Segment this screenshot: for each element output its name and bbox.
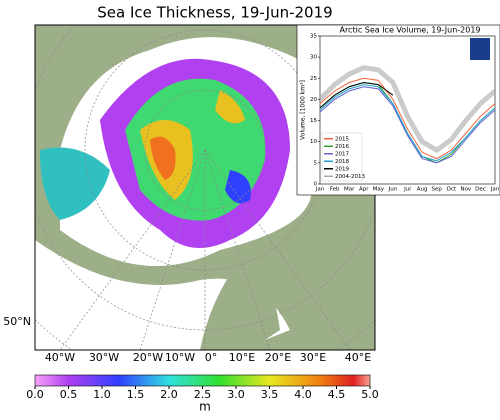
series-line [319,82,394,109]
y-tick-label: 30 [310,55,317,61]
lon-label: 40°E [345,351,371,364]
series-line [318,65,497,154]
title: Sea Ice Thickness, 19-Jun-2019 [97,4,332,22]
sea-ice [225,170,251,204]
colorbar-tick-label: 3.5 [261,388,279,401]
x-tick-label: Apr [359,187,369,193]
colorbar-tick-label: 3.0 [227,388,245,401]
x-tick-label: Jun [388,187,398,193]
legend-label: 2015 [335,136,349,142]
colorbar-label: m [199,400,211,414]
y-tick-label: 10 [310,139,317,145]
x-tick-label: Feb [330,187,340,193]
lon-label: 20°W [133,351,163,364]
x-tick-label: Jan [315,187,325,193]
colorbar-tick-label: 1.5 [127,388,145,401]
x-tick-label: May [373,187,385,193]
x-tick-label: Jul [403,187,411,193]
sea-ice [40,147,110,220]
y-tick-label: 25 [310,76,317,82]
land [200,260,280,350]
series-line [319,86,496,164]
lon-label: 10°W [165,351,195,364]
legend-label: 2016 [335,144,349,150]
colorbar-tick-label: 2.0 [160,388,178,401]
legend-box [321,132,363,182]
lat-label: 50°N [3,315,31,328]
colorbar-tick-label: 0.0 [26,388,44,401]
legend-label: 2019 [335,166,349,172]
lon-label: 0° [205,351,218,364]
lon-label: 30°W [89,351,119,364]
y-tick-label: 15 [310,118,317,124]
lon-label: 10°E [229,351,255,364]
colorbar-tick-label: 0.5 [60,388,78,401]
x-tick-label: Dec [475,187,486,193]
legend-label: 2004-2013 [335,174,365,180]
x-tick-label: Jan [490,187,500,193]
colorbar-tick-label: 4.0 [294,388,312,401]
lon-label: 20°E [265,351,291,364]
sea-ice [215,90,245,124]
y-tick-label: 0 [314,182,318,188]
lon-label: 40°W [45,351,75,364]
colorbar [34,374,371,387]
colorbar-tick-label: 5.0 [361,388,379,401]
logo [470,38,490,60]
x-tick-label: Nov [460,187,471,193]
colorbar-tick-label: 2.5 [194,388,212,401]
legend-label: 2017 [335,151,349,157]
series-line [319,84,496,162]
x-tick-label: Mar [344,187,355,193]
colorbar-tick-label: 4.5 [328,388,346,401]
y-axis-label: Volume, [1000 km³] [300,80,307,140]
sea-ice [150,136,176,180]
y-tick-label: 20 [310,97,317,103]
x-tick-label: Oct [446,187,456,193]
y-tick-label: 5 [314,160,318,166]
y-tick-label: 35 [310,34,317,40]
series-line [319,77,496,160]
inset-title: Arctic Sea Ice Volume, 19-Jun-2019 [339,26,480,35]
legend-label: 2018 [335,159,349,165]
x-tick-label: Sep [431,187,442,193]
x-tick-label: Aug [417,187,428,193]
colorbar-tick-label: 1.0 [93,388,111,401]
lon-label: 30°E [300,351,326,364]
